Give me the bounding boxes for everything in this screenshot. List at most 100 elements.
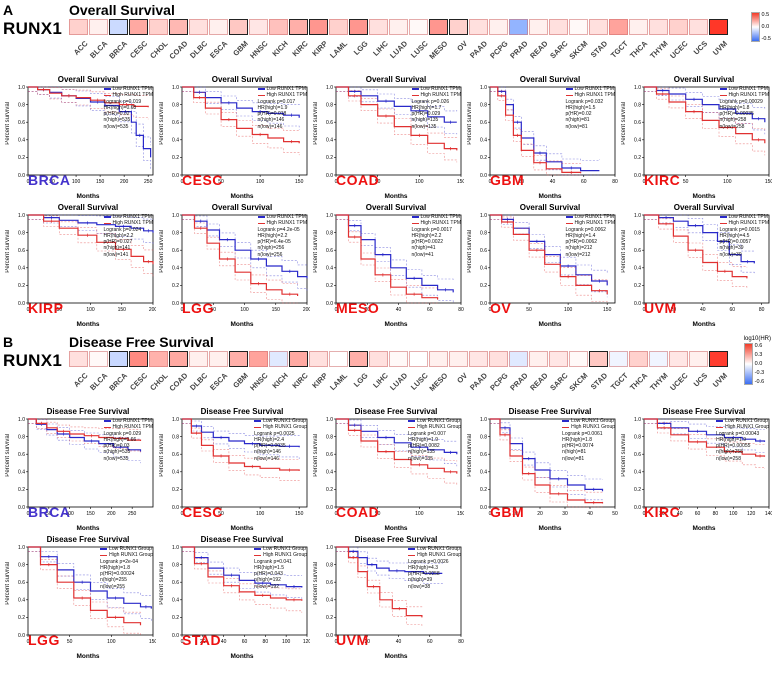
cancer-axis-label-text: GBM	[230, 371, 250, 390]
svg-text:50: 50	[49, 179, 55, 185]
stat-line: n(low)=41	[411, 251, 434, 258]
cancer-axis-label: TGCT	[609, 37, 630, 71]
svg-text:0.6: 0.6	[326, 120, 333, 126]
cancer-axis-label: STAD	[589, 369, 609, 403]
cancer-axis-label: THCA	[628, 37, 649, 71]
cancer-axis-label-text: SKCM	[567, 371, 590, 393]
cancer-axis-label-text: THYM	[647, 371, 670, 393]
series-high	[490, 418, 604, 508]
svg-text:0.0: 0.0	[326, 173, 333, 179]
stat-line: Logrank p=0.019	[103, 98, 142, 105]
colorbar-ticks: 0.6 0.3 0.0 -0.3 -0.6	[755, 343, 764, 385]
heatmap-cell-esca	[209, 19, 228, 35]
stat-line: Logrank p=0.0015	[719, 226, 760, 233]
cancer-axis-label-text: ACC	[71, 371, 90, 389]
legend-line-swatch	[719, 222, 727, 225]
stat-line: p(HR)=0.0022	[411, 239, 444, 245]
cancer-axis-label-text: UCS	[691, 39, 710, 57]
cancer-type-label: UVM	[644, 300, 677, 316]
legend-entry: High RUNX1 TPM	[719, 92, 769, 98]
svg-text:1.0: 1.0	[326, 213, 333, 219]
legend-entry: Low RUNX1 Group	[408, 418, 461, 424]
svg-text:0.4: 0.4	[480, 266, 487, 272]
stat-line: n(low)=256	[257, 251, 283, 258]
legend-line-swatch	[254, 554, 262, 557]
legend-line-swatch	[411, 94, 419, 97]
svg-text:0.2: 0.2	[172, 283, 179, 289]
cancer-axis-label: PAAD	[468, 37, 489, 71]
stat-line: n(low)=146	[254, 455, 279, 462]
svg-text:0.8: 0.8	[172, 102, 179, 108]
km-plot-a-brca: Overall Survival Percent survival 0.0 0.2 0.…	[4, 74, 158, 202]
svg-text:0.8: 0.8	[172, 230, 179, 236]
legend-entry: High RUNX1 Group	[716, 424, 769, 430]
panel-b-header: B RUNX1 Disease Free Survival ACC BLCA BRC…	[2, 334, 777, 406]
cancer-type-label: GBM	[490, 172, 525, 188]
heatmap-cell-hnsc	[249, 19, 268, 35]
heatmap-cell-acc	[69, 351, 88, 367]
svg-text:0.2: 0.2	[18, 615, 25, 621]
heatmap-cell-kirc	[289, 351, 308, 367]
svg-text:0.0: 0.0	[172, 505, 179, 511]
x-axis-label: Months	[692, 525, 716, 532]
stat-line: Logrank p=0.0017	[411, 226, 452, 233]
svg-text:0: 0	[335, 639, 338, 645]
colorbar-body: 0.5 0.0 -0.5	[750, 12, 771, 42]
survival-plot-canvas: 0.0 0.2 0.4 0.6 0.8 1.0 0 50 100 150 200 250	[18, 417, 154, 517]
plot-legend: Low RUNX1 TPM High RUNX1 TPM Logrank p=0.0…	[719, 214, 769, 258]
km-plot-a-gbm: Overall Survival Percent survival 0.0 0.2 0.…	[466, 74, 620, 202]
heatmap-cell-thym	[649, 19, 668, 35]
cancer-axis-label-text: KIRC	[290, 39, 310, 59]
svg-text:80: 80	[612, 179, 618, 185]
svg-text:0.2: 0.2	[326, 155, 333, 161]
svg-text:0.6: 0.6	[480, 120, 487, 126]
svg-text:0: 0	[335, 511, 338, 517]
survival-plot-canvas: 0.0 0.2 0.4 0.6 0.8 1.0 0 50 100 150	[326, 85, 464, 185]
plot-legend: Low RUNX1 TPM High RUNX1 TPM Logrank p=0.0…	[565, 214, 615, 258]
axes: 0.0 0.2 0.4 0.6 0.8 1.0 0 50 100 150 200	[18, 213, 156, 313]
cancer-axis-label: UVM	[709, 37, 730, 71]
legend-entry: Low RUNX1 TPM	[411, 214, 461, 220]
legend-label: Low RUNX1 Group	[417, 546, 460, 552]
legend-label: Low RUNX1 TPM	[574, 214, 614, 220]
stat-line: Logrank p=0.032	[565, 98, 604, 105]
stat-line: n(low)=212	[565, 251, 591, 258]
stat-line: n(high)=255	[100, 577, 127, 584]
colorbar-tick: 0.0	[761, 24, 770, 30]
cancer-axis-label: CESC	[128, 369, 150, 403]
stat-line: p(HR)=0.027	[103, 239, 133, 245]
svg-text:50: 50	[218, 511, 224, 517]
svg-text:100: 100	[415, 511, 424, 517]
stat-line: n(low)=39	[719, 251, 742, 258]
svg-text:0.2: 0.2	[634, 487, 641, 493]
km-plot-a-lgg: Overall Survival Percent survival 0.0 0.2 0.…	[158, 202, 312, 330]
heatmap-cell-prad	[509, 19, 528, 35]
svg-text:60: 60	[695, 511, 701, 517]
cancer-type-label: STAD	[182, 632, 222, 648]
stat-line: n(high)=41	[411, 245, 436, 252]
cancer-axis-label-text: ESCA	[208, 39, 230, 61]
series-high	[490, 214, 608, 303]
gene-label: RUNX1	[3, 19, 63, 38]
plot-title: Overall Survival	[519, 203, 581, 212]
svg-text:0.4: 0.4	[18, 470, 25, 476]
heatmap-cell-ov	[449, 351, 468, 367]
series-high	[28, 86, 149, 120]
cancer-axis-label: LAML	[328, 37, 349, 71]
cancer-axis-label-text: KICH	[270, 371, 290, 391]
cancer-axis-label: THCA	[628, 369, 649, 403]
cancer-axis-label-text: KIRP	[310, 371, 330, 391]
cancer-axis-label-text: CESC	[128, 371, 150, 393]
plot-title: Disease Free Survival	[662, 407, 746, 416]
stat-line: n(high)=135	[408, 449, 435, 456]
cancer-type-label: MESO	[336, 300, 380, 316]
heatmap-cell-coad	[169, 351, 188, 367]
legend-label: High RUNX1 Group	[725, 424, 769, 431]
cancer-axis-label: SKCM	[567, 369, 590, 403]
stat-line: HR(high)=0.66	[103, 436, 137, 443]
cancer-axis-label-text: LUSC	[408, 371, 430, 392]
cancer-axis-label-text: UVM	[711, 39, 730, 58]
cancer-axis-label: PCPG	[488, 37, 509, 71]
legend-line-swatch	[100, 554, 108, 557]
x-axis-label: Months	[76, 525, 100, 532]
